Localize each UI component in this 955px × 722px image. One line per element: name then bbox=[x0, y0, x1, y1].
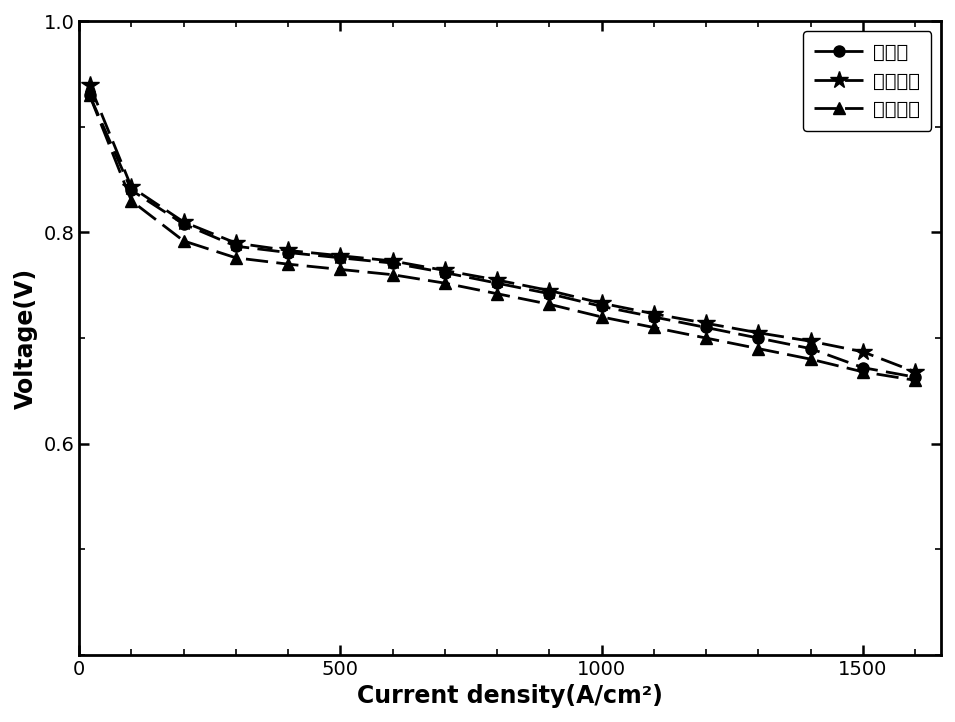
实施例一 bbox=[805, 337, 817, 346]
比较例 bbox=[648, 313, 660, 321]
实施例二 bbox=[334, 265, 346, 274]
实施例二 bbox=[753, 344, 764, 353]
实施例一 bbox=[700, 319, 711, 328]
实施例二 bbox=[126, 196, 138, 205]
实施例二 bbox=[543, 300, 555, 308]
Line: 实施例一: 实施例一 bbox=[80, 76, 924, 380]
实施例二 bbox=[596, 313, 607, 321]
实施例二 bbox=[700, 334, 711, 342]
实施例二 bbox=[492, 290, 503, 298]
实施例一 bbox=[334, 251, 346, 260]
实施例二 bbox=[283, 260, 294, 269]
实施例一 bbox=[492, 276, 503, 284]
实施例二 bbox=[857, 367, 868, 376]
Line: 实施例二: 实施例二 bbox=[84, 90, 921, 386]
比较例 bbox=[178, 219, 189, 228]
实施例一 bbox=[126, 183, 138, 191]
实施例二 bbox=[230, 253, 242, 262]
实施例二 bbox=[439, 279, 451, 287]
实施例二 bbox=[387, 270, 398, 279]
实施例二 bbox=[805, 355, 817, 363]
实施例一 bbox=[439, 266, 451, 275]
比较例 bbox=[283, 248, 294, 257]
实施例一 bbox=[596, 299, 607, 308]
比较例 bbox=[492, 279, 503, 287]
实施例一 bbox=[857, 347, 868, 356]
实施例二 bbox=[648, 323, 660, 332]
实施例一 bbox=[648, 310, 660, 318]
比较例 bbox=[230, 242, 242, 251]
实施例二 bbox=[909, 376, 921, 385]
比较例 bbox=[753, 334, 764, 342]
比较例 bbox=[84, 91, 96, 100]
比较例 bbox=[334, 253, 346, 262]
X-axis label: Current density(A/cm²): Current density(A/cm²) bbox=[357, 684, 663, 708]
比较例 bbox=[805, 344, 817, 353]
比较例 bbox=[387, 258, 398, 267]
比较例 bbox=[126, 186, 138, 195]
实施例一 bbox=[283, 246, 294, 255]
实施例一 bbox=[543, 286, 555, 295]
比较例 bbox=[596, 302, 607, 310]
实施例二 bbox=[84, 91, 96, 100]
Line: 比较例: 比较例 bbox=[84, 90, 921, 383]
实施例一 bbox=[84, 80, 96, 89]
比较例 bbox=[909, 373, 921, 381]
比较例 bbox=[857, 363, 868, 372]
比较例 bbox=[543, 290, 555, 298]
实施例一 bbox=[387, 256, 398, 265]
Legend: 比较例, 实施例一, 实施例二: 比较例, 实施例一, 实施例二 bbox=[803, 31, 931, 131]
实施例一 bbox=[230, 239, 242, 248]
实施例一 bbox=[909, 367, 921, 376]
比较例 bbox=[700, 323, 711, 332]
实施例二 bbox=[178, 237, 189, 245]
Y-axis label: Voltage(V): Voltage(V) bbox=[14, 267, 38, 409]
实施例一 bbox=[178, 217, 189, 226]
实施例一 bbox=[753, 329, 764, 337]
比较例 bbox=[439, 269, 451, 277]
